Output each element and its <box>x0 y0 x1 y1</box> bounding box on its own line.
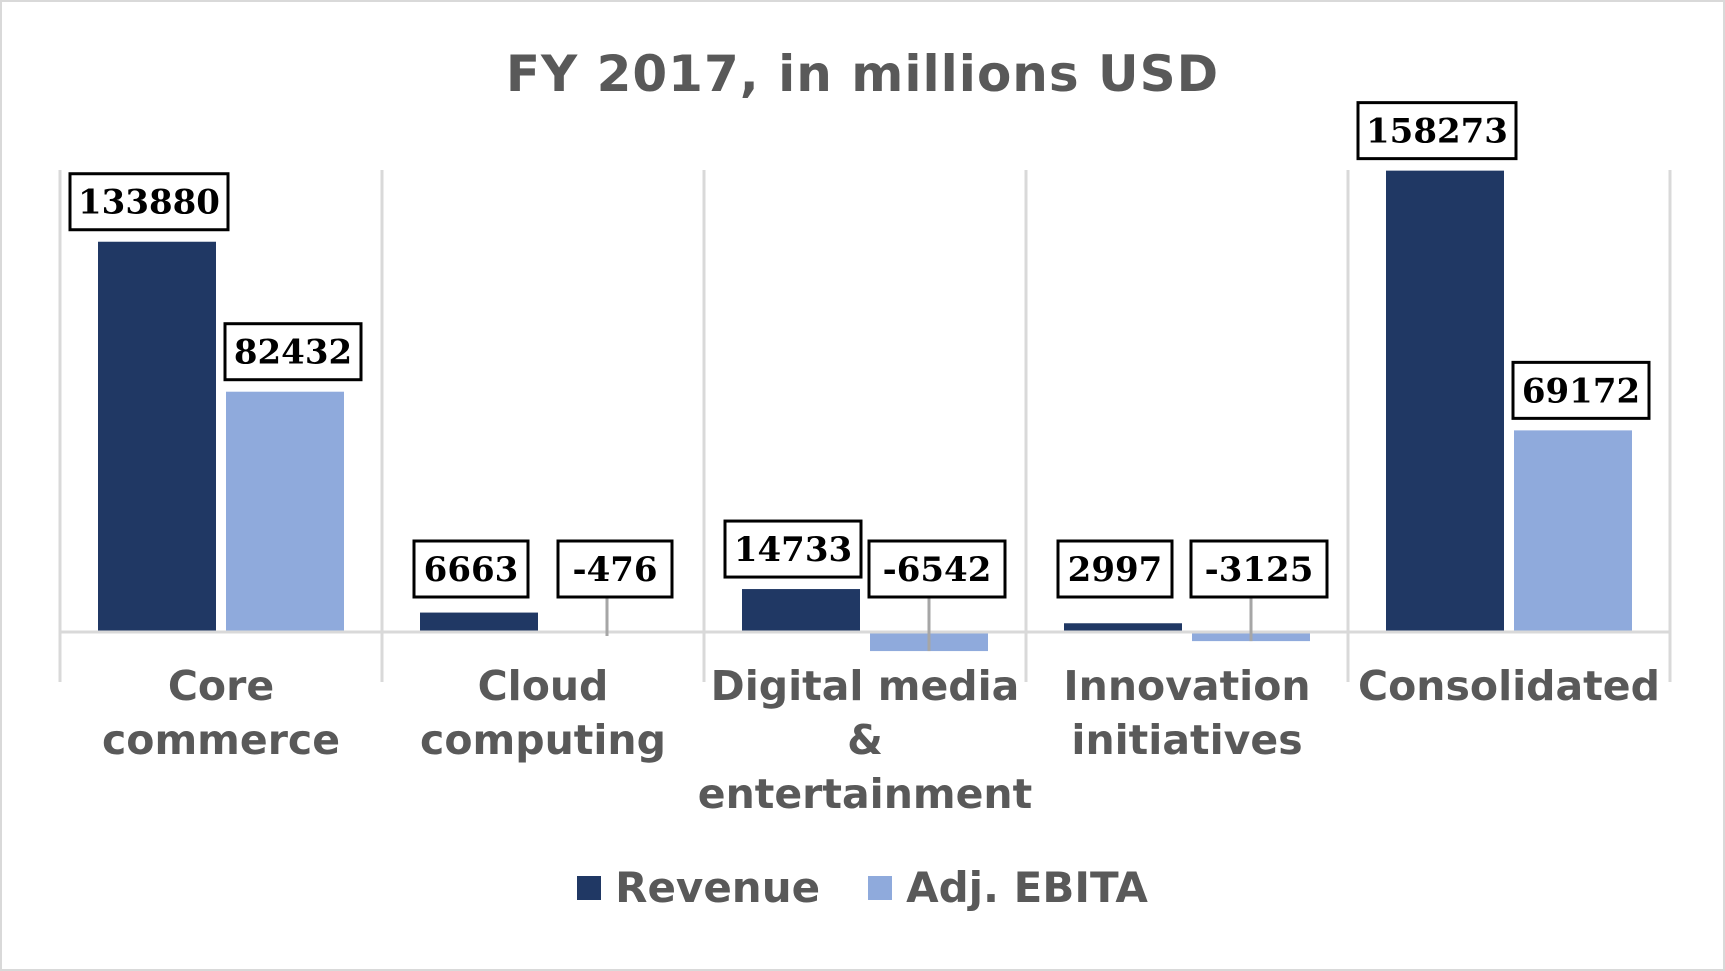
bar-revenue <box>1386 170 1504 632</box>
data-label-box <box>867 539 1007 599</box>
data-label: -476 <box>572 550 657 590</box>
bar-adj-ebita <box>226 391 344 632</box>
data-label-box <box>723 519 863 579</box>
legend: Revenue Adj. EBITA <box>0 863 1725 912</box>
data-label-box <box>1056 539 1174 599</box>
data-label: 158273 <box>1366 112 1508 152</box>
category-label: Digital media <box>711 662 1020 710</box>
data-label-box <box>68 172 230 232</box>
legend-label-adj-ebita: Adj. EBITA <box>906 863 1148 912</box>
bar-adj-ebita <box>1514 430 1632 632</box>
legend-label-revenue: Revenue <box>615 863 821 912</box>
category-label: computing <box>420 716 666 764</box>
legend-swatch-adj-ebita <box>868 875 893 900</box>
bar-revenue <box>420 612 538 632</box>
category-label: Innovation <box>1063 662 1310 710</box>
chart-title: FY 2017, in millions USD <box>505 45 1220 103</box>
category-label: initiatives <box>1071 716 1302 764</box>
legend-item-adj-ebita: Adj. EBITA <box>868 863 1148 912</box>
category-label: entertainment <box>698 770 1032 818</box>
data-label: 69172 <box>1522 371 1640 411</box>
data-label-box <box>1511 360 1651 420</box>
data-label: 133880 <box>78 183 220 223</box>
bar-revenue <box>742 589 860 632</box>
data-label: -6542 <box>883 550 992 590</box>
category-label: & <box>847 716 883 764</box>
data-label: 14733 <box>734 530 852 570</box>
category-label: Cloud <box>478 662 609 710</box>
legend-item-revenue: Revenue <box>577 863 820 912</box>
data-label-box <box>556 539 674 599</box>
bar-revenue <box>1064 623 1182 632</box>
data-label-box <box>223 322 363 382</box>
data-label: 2997 <box>1068 550 1163 590</box>
data-label: -3125 <box>1205 550 1314 590</box>
bar-revenue <box>98 241 216 632</box>
data-label-box <box>1356 101 1518 161</box>
category-label: Core <box>168 662 274 710</box>
category-label: commerce <box>102 716 340 764</box>
data-label: 6663 <box>424 550 519 590</box>
data-label: 82432 <box>234 333 352 373</box>
legend-swatch-revenue <box>577 875 602 900</box>
data-label-box <box>1189 539 1329 599</box>
data-label-box <box>412 539 530 599</box>
category-label: Consolidated <box>1358 662 1660 710</box>
